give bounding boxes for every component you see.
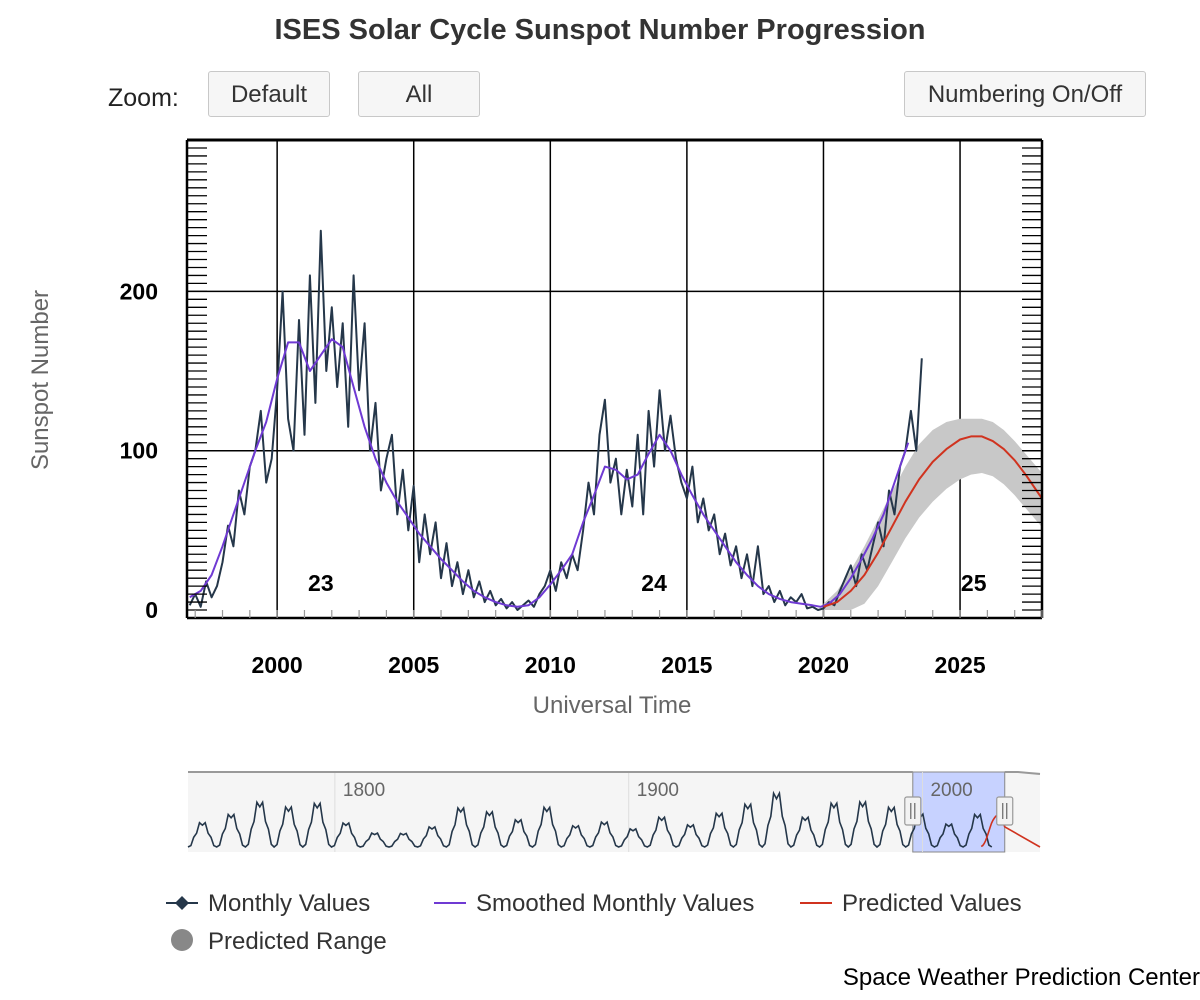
x-tick-label: 2000 (252, 652, 303, 678)
x-tick-label: 2020 (798, 652, 849, 678)
x-axis-title: Universal Time (533, 692, 692, 719)
navigator-year-label: 1800 (343, 780, 385, 801)
monthly-values-line[interactable] (188, 229, 923, 611)
legend-label: Smoothed Monthly Values (476, 890, 754, 917)
predicted-range-band (823, 418, 1042, 610)
numbering-toggle-button[interactable]: Numbering On/Off (904, 71, 1146, 117)
y-tick-label: 200 (120, 278, 158, 304)
navigator-selection[interactable] (912, 771, 1006, 853)
legend-label: Predicted Range (208, 928, 387, 955)
x-tick-label: 2005 (388, 652, 439, 678)
navigator-right-handle[interactable] (996, 796, 1014, 826)
legend-item-predicted-range[interactable]: Predicted Range (171, 928, 387, 955)
legend-diamond-icon (175, 896, 189, 910)
navigator-year-label: 1900 (637, 780, 679, 801)
smoothed-values-line[interactable] (189, 338, 910, 608)
cycle-label: 23 (308, 570, 334, 596)
zoom-all-button[interactable]: All (358, 71, 480, 117)
legend-item-predicted-values[interactable]: Predicted Values (800, 890, 1022, 917)
navigator[interactable]: 1800 1900 2000 (187, 771, 1041, 853)
y-axis-title: Sunspot Number (27, 290, 54, 470)
navigator-left-handle[interactable] (904, 796, 922, 826)
x-tick-label: 2015 (661, 652, 712, 678)
legend[interactable]: Monthly Values Smoothed Monthly Values Pre… (166, 890, 1022, 955)
legend-item-monthly-values[interactable]: Monthly Values (166, 890, 370, 917)
legend-circle-icon (171, 929, 193, 951)
predicted-values-line[interactable] (823, 435, 1043, 608)
navigator-outline (188, 771, 1041, 775)
predicted-range-layer (823, 418, 1042, 610)
cycle-label: 25 (961, 570, 987, 596)
zoom-label: Zoom: (108, 84, 179, 112)
zoom-default-button[interactable]: Default (208, 71, 330, 117)
legend-label: Predicted Values (842, 890, 1022, 917)
credit-text: Space Weather Prediction Center (842, 964, 1200, 991)
navigator-monthly-line (187, 790, 993, 849)
x-tick-label: 2025 (934, 652, 985, 678)
legend-label: Monthly Values (208, 890, 370, 917)
navigator-year-label: 2000 (930, 780, 972, 801)
label-layer: 2000 2005 2010 2015 2020 2025 0 100 200 23 24 25 Uni… (27, 278, 987, 719)
chart-title: ISES Solar Cycle Sunspot Number Progress… (274, 14, 926, 46)
series-layer (188, 229, 1043, 611)
cycle-label: 24 (641, 570, 667, 596)
y-tick-label: 0 (145, 597, 158, 623)
x-tick-label: 2010 (525, 652, 576, 678)
legend-item-smoothed-monthly-values[interactable]: Smoothed Monthly Values (434, 890, 754, 917)
frame-layer (185, 138, 1044, 620)
y-tick-label: 100 (120, 438, 158, 464)
